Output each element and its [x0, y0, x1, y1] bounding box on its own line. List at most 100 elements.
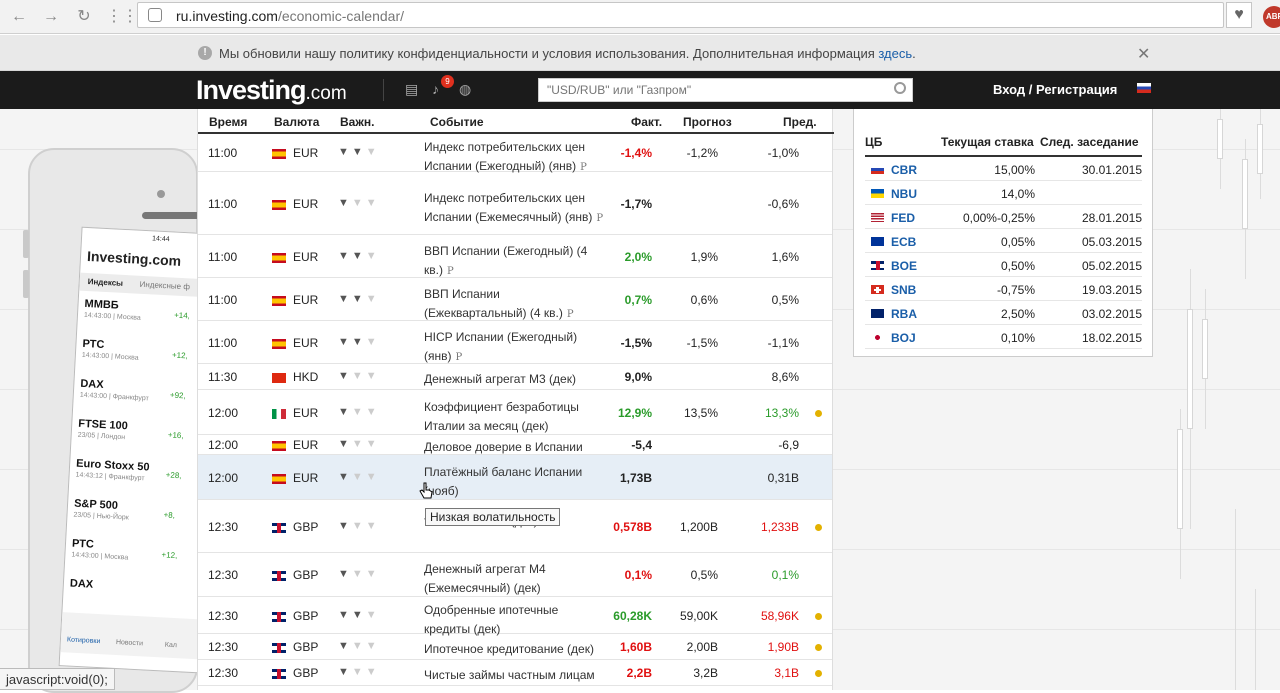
- bank-name-link[interactable]: RBA: [891, 307, 917, 321]
- table-row[interactable]: 11:00 EUR ▼▼▼ ВВП Испании (Ежеквартальны…: [198, 278, 832, 321]
- globe-icon[interactable]: ◍: [459, 81, 472, 97]
- importance-bulls-icon[interactable]: ▼▼▼: [338, 438, 380, 450]
- event-name[interactable]: Платёжный баланс Испании (нояб): [424, 465, 583, 498]
- central-bank-row[interactable]: RBA 2,50% 03.02.2015: [865, 301, 1142, 325]
- preliminary-icon: P: [566, 309, 574, 320]
- importance-bulls-icon[interactable]: ▼▼▼: [338, 293, 380, 305]
- table-row[interactable]: 11:00 EUR ▼▼▼ Индекс потребительских цен…: [198, 134, 832, 173]
- importance-bulls-icon[interactable]: ▼▼▼: [338, 666, 380, 678]
- forecast-value: 59,00K: [679, 609, 718, 623]
- event-time: 12:30: [208, 666, 239, 680]
- table-row[interactable]: 12:00 EUR ▼▼▼ Платёжный баланс Испании (…: [198, 455, 832, 500]
- event-name[interactable]: Индекс потребительских цен Испании (Ежег…: [424, 140, 587, 173]
- central-bank-row[interactable]: NBU 14,0%: [865, 181, 1142, 205]
- search-input[interactable]: [539, 79, 879, 101]
- next-meeting-date: 28.01.2015: [1081, 211, 1142, 225]
- col-currency[interactable]: Валюта: [274, 115, 320, 129]
- event-name[interactable]: Одобренные ипотечные кредиты (дек): [424, 603, 559, 636]
- event-name[interactable]: HICP Испании (Ежегодный) (янв) P: [424, 330, 578, 363]
- importance-bulls-icon[interactable]: ▼▼▼: [338, 146, 380, 158]
- bank-name-link[interactable]: BOE: [891, 259, 918, 273]
- col-previous[interactable]: Пред.: [783, 115, 817, 129]
- bank-name-link[interactable]: BOJ: [891, 331, 916, 345]
- event-name[interactable]: Ипотечное кредитование (дек): [424, 642, 594, 656]
- url-text[interactable]: ru.investing.com/economic-calendar/: [176, 8, 404, 24]
- bank-rate: 0,00%-0,25%: [962, 211, 1035, 225]
- col-forecast[interactable]: Прогноз: [683, 115, 732, 129]
- importance-bulls-icon[interactable]: ▼▼▼: [338, 336, 380, 348]
- country-flag-icon: [272, 441, 286, 451]
- bank-name-link[interactable]: NBU: [891, 187, 917, 201]
- col-time[interactable]: Время: [209, 115, 248, 129]
- adblock-extension-icon[interactable]: ABP: [1263, 6, 1280, 28]
- importance-bulls-icon[interactable]: ▼▼▼: [338, 640, 380, 652]
- bank-name-link[interactable]: CBR: [891, 163, 917, 177]
- central-bank-row[interactable]: BOE 0,50% 05.02.2015: [865, 253, 1142, 277]
- col-rate: Текущая ставка: [941, 135, 1034, 149]
- forward-icon[interactable]: →: [43, 8, 59, 25]
- col-bank: ЦБ: [865, 135, 883, 149]
- bank-name-link[interactable]: ECB: [891, 235, 917, 249]
- central-bank-row[interactable]: CBR 15,00% 30.01.2015: [865, 157, 1142, 181]
- back-icon[interactable]: ←: [11, 8, 27, 25]
- event-name[interactable]: Денежный агрегат М3 (дек): [424, 372, 576, 386]
- actual-value: 1,60B: [619, 640, 652, 654]
- table-row[interactable]: 12:30 GBP ▼▼▼ Ипотечное кредитование (де…: [198, 634, 832, 660]
- importance-bulls-icon[interactable]: ▼▼▼: [338, 471, 380, 483]
- event-name[interactable]: Деловое доверие в Испании: [424, 440, 583, 454]
- bell-icon[interactable]: ♪: [432, 81, 439, 97]
- notice-link[interactable]: здесь: [878, 46, 913, 61]
- central-bank-row[interactable]: ECB 0,05% 05.03.2015: [865, 229, 1142, 253]
- login-register-link[interactable]: Вход / Регистрация: [993, 82, 1118, 97]
- apps-icon[interactable]: ⋮⋮: [106, 8, 138, 25]
- table-header: Время Валюта Важн. Событие Факт. Прогноз…: [198, 109, 834, 134]
- bank-name-link[interactable]: FED: [891, 211, 915, 225]
- table-row[interactable]: 12:30 GBP ▼▼▼ Чистые займы частным лицам…: [198, 660, 832, 686]
- table-row[interactable]: 12:00 EUR ▼▼▼ Коэффициент безработицы Ит…: [198, 390, 832, 435]
- event-currency: EUR: [293, 293, 319, 307]
- importance-bulls-icon[interactable]: ▼▼▼: [338, 568, 380, 580]
- phone-logo: Investing.com: [86, 247, 182, 269]
- event-name[interactable]: Денежный агрегат М4 (Ежемесячный) (дек): [424, 562, 546, 595]
- reload-icon[interactable]: ↻: [77, 8, 91, 25]
- close-icon[interactable]: ✕: [1137, 46, 1151, 63]
- col-event[interactable]: Событие: [430, 115, 484, 129]
- next-meeting-date: 05.02.2015: [1081, 259, 1142, 273]
- bookmark-heart-icon[interactable]: ♥: [1226, 2, 1252, 28]
- central-bank-row[interactable]: BOJ 0,10% 18.02.2015: [865, 325, 1142, 349]
- event-name[interactable]: ВВП Испании (Ежегодный) (4 кв.) P: [424, 244, 588, 277]
- event-name[interactable]: Чистые займы частным лицам: [424, 668, 595, 682]
- site-logo[interactable]: Investing.com: [196, 75, 347, 105]
- col-actual[interactable]: Факт.: [631, 115, 663, 129]
- table-row[interactable]: 11:00 EUR ▼▼▼ ВВП Испании (Ежегодный) (4…: [198, 235, 832, 278]
- central-bank-row[interactable]: SNB -0,75% 19.03.2015: [865, 277, 1142, 301]
- event-name[interactable]: ВВП Испании (Ежеквартальный) (4 кв.) P: [424, 287, 574, 320]
- importance-bulls-icon[interactable]: ▼▼▼: [338, 609, 380, 621]
- bank-name-link[interactable]: SNB: [891, 283, 917, 297]
- portfolio-icon[interactable]: ▤: [405, 81, 419, 97]
- search-icon[interactable]: [894, 82, 906, 94]
- central-bank-row[interactable]: FED 0,00%-0,25% 28.01.2015: [865, 205, 1142, 229]
- importance-bulls-icon[interactable]: ▼▼▼: [338, 250, 380, 262]
- table-row[interactable]: 11:30 HKD ▼▼▼ Денежный агрегат М3 (дек) …: [198, 364, 832, 390]
- importance-bulls-icon[interactable]: ▼▼▼: [338, 197, 380, 209]
- importance-bulls-icon[interactable]: ▼▼▼: [338, 370, 380, 382]
- importance-bulls-icon[interactable]: ▼▼▼: [338, 520, 380, 532]
- address-bar[interactable]: ru.investing.com/economic-calendar/: [137, 2, 1224, 28]
- table-row[interactable]: 12:30 GBP ▼▼▼ Одобренные ипотечные креди…: [198, 597, 832, 636]
- table-row[interactable]: 12:00 EUR ▼▼▼ Деловое доверие в Испании …: [198, 435, 832, 455]
- event-name[interactable]: Коэффициент безработицы Италии за месяц …: [424, 400, 579, 433]
- mobile-app-advert[interactable]: 14:44 Investing.com Индексы Индексные ф …: [23, 148, 222, 693]
- country-flag-icon: [272, 523, 286, 533]
- table-row[interactable]: 12:30 GBP ▼▼▼ Денежный агрегат М4 (Ежеме…: [198, 553, 832, 597]
- actual-value: 9,0%: [624, 370, 652, 384]
- importance-bulls-icon[interactable]: ▼▼▼: [338, 406, 380, 418]
- col-importance[interactable]: Важн.: [340, 115, 375, 129]
- event-currency: HKD: [293, 370, 319, 384]
- table-row[interactable]: 11:00 EUR ▼▼▼ HICP Испании (Ежегодный) (…: [198, 321, 832, 364]
- event-name[interactable]: Индекс потребительских цен Испании (Ежем…: [424, 191, 604, 224]
- country-flag-icon: [272, 339, 286, 349]
- russia-flag-icon[interactable]: [1137, 83, 1151, 93]
- phone-speaker: [142, 212, 200, 219]
- table-row[interactable]: 11:00 EUR ▼▼▼ Индекс потребительских цен…: [198, 172, 832, 235]
